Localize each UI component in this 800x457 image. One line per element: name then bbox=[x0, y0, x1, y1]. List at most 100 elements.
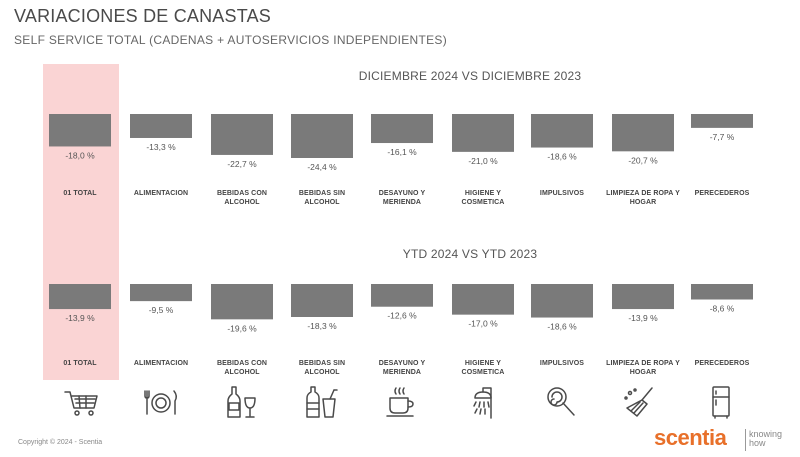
category-label-line: MERIENDA bbox=[382, 199, 422, 206]
category-label-line: BEBIDAS SIN bbox=[298, 360, 346, 367]
scentia-logo: scentia bbox=[654, 425, 727, 450]
category-label-1-2: BEBIDAS CON ALCOHOL bbox=[197, 359, 287, 377]
category-label-line: ALCOHOL bbox=[224, 199, 260, 206]
category-label-line: IMPULSIVOS bbox=[539, 360, 585, 367]
category-label-0-3: BEBIDAS SIN ALCOHOL bbox=[277, 189, 367, 207]
broom-icon bbox=[621, 384, 661, 420]
value-label-0-8: -7,7 % bbox=[710, 132, 735, 142]
logo-tagline: knowing how bbox=[749, 430, 782, 448]
bar-1-1 bbox=[130, 284, 192, 302]
bottle-soda-icon bbox=[301, 384, 341, 420]
category-label-line: ALIMENTACION bbox=[133, 360, 189, 367]
value-label-1-3: -18,3 % bbox=[307, 321, 337, 331]
category-label-0-0: 01 TOTAL bbox=[35, 189, 125, 198]
bar-1-7 bbox=[612, 284, 674, 310]
category-label-1-8: PERECEDEROS bbox=[677, 359, 767, 368]
category-label-line: 01 TOTAL bbox=[63, 360, 97, 367]
category-label-0-7: LIMPIEZA DE ROPA Y HOGAR bbox=[598, 189, 688, 207]
category-label-line: ALCOHOL bbox=[304, 199, 340, 206]
bar-1-8 bbox=[691, 284, 753, 300]
category-label-line: DESAYUNO Y bbox=[378, 190, 426, 197]
bar-1-6 bbox=[531, 284, 593, 318]
category-label-line: LIMPIEZA DE ROPA Y bbox=[606, 190, 680, 197]
refrigerator-icon bbox=[701, 384, 741, 420]
category-label-line: BEBIDAS SIN bbox=[298, 190, 346, 197]
category-label-line: 01 TOTAL bbox=[63, 190, 97, 197]
category-label-line: ALCOHOL bbox=[224, 369, 260, 376]
bar-0-2 bbox=[211, 114, 273, 155]
value-label-1-8: -8,6 % bbox=[710, 304, 735, 314]
bar-0-0 bbox=[49, 114, 111, 147]
value-label-0-7: -20,7 % bbox=[628, 155, 658, 165]
category-label-1-0: 01 TOTAL bbox=[35, 359, 125, 368]
category-label-1-3: BEBIDAS SIN ALCOHOL bbox=[277, 359, 367, 377]
coffee-cup-icon bbox=[381, 384, 421, 420]
category-label-0-8: PERECEDEROS bbox=[677, 189, 767, 198]
value-label-1-0: -13,9 % bbox=[65, 313, 95, 323]
copyright-text: Copyright © 2024 - Scentia bbox=[18, 439, 103, 446]
category-label-0-1: ALIMENTACION bbox=[116, 189, 206, 198]
bar-0-7 bbox=[612, 114, 674, 152]
page-title: VARIACIONES DE CANASTAS bbox=[14, 6, 271, 26]
bar-1-0 bbox=[49, 284, 111, 310]
bar-chart-ytd: -13,9 % -9,5 % -19,6 % -18,3 % -12,6 % -17,0 … bbox=[49, 284, 753, 333]
category-label-line: COSMETICA bbox=[461, 369, 505, 376]
category-label-line: DESAYUNO Y bbox=[378, 360, 426, 367]
category-label-0-6: IMPULSIVOS bbox=[517, 189, 607, 198]
category-label-line: IMPULSIVOS bbox=[539, 190, 585, 197]
chart-title-december: DICIEMBRE 2024 VS DICIEMBRE 2023 bbox=[358, 69, 582, 83]
bar-1-5 bbox=[452, 284, 514, 315]
logo-tagline-line-2: how bbox=[749, 438, 766, 448]
category-label-line: PERECEDEROS bbox=[694, 360, 750, 367]
category-label-line: MERIENDA bbox=[382, 369, 422, 376]
category-label-1-7: LIMPIEZA DE ROPA Y HOGAR bbox=[598, 359, 688, 377]
bar-0-4 bbox=[371, 114, 433, 144]
bar-chart-december: -18,0 % -13,3 % -22,7 % -24,4 % -16,1 % -21,0… bbox=[49, 114, 753, 172]
category-label-1-1: ALIMENTACION bbox=[116, 359, 206, 368]
chart-title-ytd: YTD 2024 VS YTD 2023 bbox=[402, 247, 538, 261]
category-label-line: HOGAR bbox=[629, 199, 657, 206]
value-label-0-1: -13,3 % bbox=[146, 142, 176, 152]
category-label-line: ALIMENTACION bbox=[133, 190, 189, 197]
category-label-1-5: HIGIENE Y COSMETICA bbox=[438, 359, 528, 377]
bar-0-8 bbox=[691, 114, 753, 128]
category-label-line: COSMETICA bbox=[461, 199, 505, 206]
value-label-0-4: -16,1 % bbox=[387, 147, 417, 157]
page-subtitle: SELF SERVICE TOTAL (CADENAS + AUTOSERVIC… bbox=[14, 33, 448, 47]
logo-tagline-line-1: knowing bbox=[749, 429, 783, 439]
bar-0-3 bbox=[291, 114, 353, 158]
bar-1-4 bbox=[371, 284, 433, 307]
value-label-1-7: -13,9 % bbox=[628, 313, 658, 323]
value-label-0-2: -22,7 % bbox=[227, 159, 257, 169]
bar-0-5 bbox=[452, 114, 514, 152]
shopping-cart-icon bbox=[61, 384, 101, 420]
category-label-line: PERECEDEROS bbox=[694, 190, 750, 197]
category-label-line: ALCOHOL bbox=[304, 369, 340, 376]
logo-divider bbox=[745, 429, 746, 451]
lollipop-icon bbox=[541, 384, 581, 420]
category-label-0-4: DESAYUNO Y MERIENDA bbox=[357, 189, 447, 207]
category-label-line: LIMPIEZA DE ROPA Y bbox=[606, 360, 680, 367]
category-label-line: HOGAR bbox=[629, 369, 657, 376]
value-label-1-4: -12,6 % bbox=[387, 311, 417, 321]
plate-cutlery-icon bbox=[141, 384, 181, 420]
bar-1-2 bbox=[211, 284, 273, 320]
category-label-line: BEBIDAS CON bbox=[216, 360, 268, 367]
category-label-1-4: DESAYUNO Y MERIENDA bbox=[357, 359, 447, 377]
category-label-1-6: IMPULSIVOS bbox=[517, 359, 607, 368]
value-label-1-2: -19,6 % bbox=[227, 323, 257, 333]
bar-0-1 bbox=[130, 114, 192, 138]
category-label-line: BEBIDAS CON bbox=[216, 190, 268, 197]
value-label-1-5: -17,0 % bbox=[468, 319, 498, 329]
value-label-0-6: -18,6 % bbox=[547, 152, 577, 162]
bar-1-3 bbox=[291, 284, 353, 317]
category-label-line: HIGIENE Y bbox=[464, 190, 502, 197]
shower-icon bbox=[461, 384, 501, 420]
value-label-0-5: -21,0 % bbox=[468, 156, 498, 166]
value-label-0-3: -24,4 % bbox=[307, 162, 337, 172]
value-label-0-0: -18,0 % bbox=[65, 150, 95, 160]
category-label-line: HIGIENE Y bbox=[464, 360, 502, 367]
category-label-0-2: BEBIDAS CON ALCOHOL bbox=[197, 189, 287, 207]
value-label-1-6: -18,6 % bbox=[547, 322, 577, 332]
category-label-0-5: HIGIENE Y COSMETICA bbox=[438, 189, 528, 207]
